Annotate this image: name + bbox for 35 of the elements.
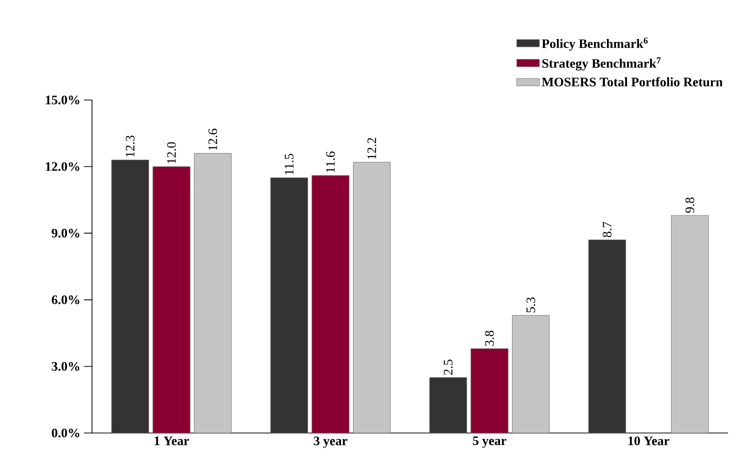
bar (111, 160, 149, 434)
y-tick-label: 0.0% (52, 428, 80, 438)
data-label: 8.7 (602, 222, 612, 238)
legend-label: Policy Benchmark$^{6}$ (542, 38, 648, 51)
bar (270, 177, 308, 434)
y-tick-label: 12.0% (46, 162, 80, 171)
data-label: 12.2 (367, 138, 376, 159)
x-tick-label: 10 Year (628, 436, 670, 446)
bar (152, 166, 190, 434)
data-label: 5.3 (526, 297, 536, 312)
bar (429, 377, 467, 434)
y-tick-label: 3.0% (52, 362, 80, 371)
legend-label: MOSERS Total Portfolio Return (542, 77, 723, 86)
data-label: 12.6 (208, 128, 218, 150)
x-tick-label: 5 year (472, 436, 506, 448)
data-label: 11.5 (284, 154, 294, 174)
data-label: 9.8 (685, 198, 694, 213)
y-tick-label: 9.0% (52, 228, 80, 238)
bar (671, 215, 709, 434)
bar (194, 153, 232, 434)
data-label: 12.0 (167, 142, 176, 164)
y-tick-label: 15.0% (46, 96, 80, 104)
bar (312, 175, 350, 434)
legend-label: Strategy Benchmark$^{7}$ (542, 57, 661, 71)
data-label: 12.3 (126, 136, 135, 157)
bar (353, 162, 391, 434)
data-label: 11.6 (326, 151, 335, 172)
y-tick-label: 6.0% (52, 295, 80, 304)
x-tick-label: 1 Year (154, 436, 190, 446)
data-label: 2.5 (444, 360, 453, 375)
bar (512, 315, 550, 434)
bar (588, 240, 626, 434)
data-label: 3.8 (485, 330, 494, 346)
x-tick-label: 3 year (314, 436, 348, 448)
bar (470, 348, 508, 434)
